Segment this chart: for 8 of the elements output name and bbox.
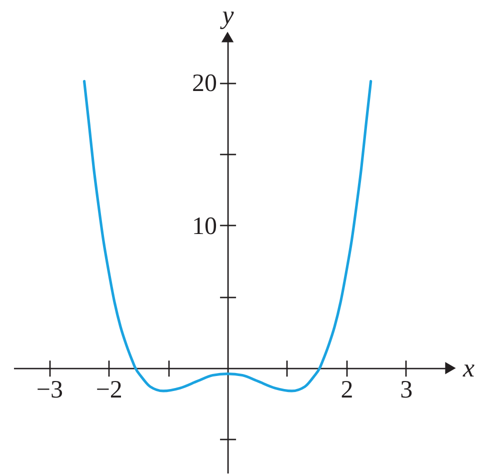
y-axis-title: y (219, 0, 234, 30)
x-tick-label: −2 (96, 376, 122, 404)
x-tick-label: −3 (36, 376, 63, 404)
y-tick-label: 10 (192, 212, 218, 240)
x-tick-label: 3 (400, 376, 413, 404)
x-tick-label: 2 (340, 376, 354, 404)
y-tick-label: 20 (192, 70, 218, 98)
x-axis-title: x (462, 354, 475, 383)
